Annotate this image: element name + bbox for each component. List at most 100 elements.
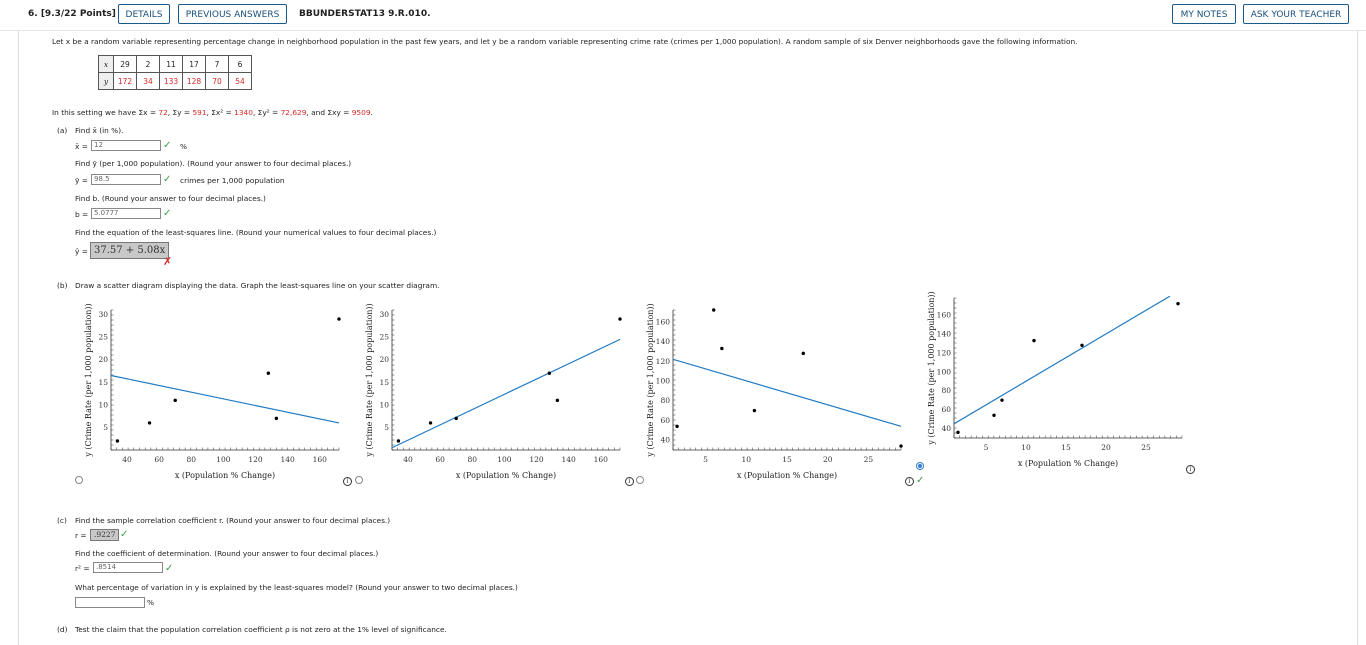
data-point (1000, 398, 1004, 402)
yhat-input[interactable]: 37.57 + 5.08x (90, 242, 170, 259)
x-tick-label: 15 (1061, 443, 1071, 452)
x-tick-label: 10 (742, 455, 752, 464)
y-tick-label: 40 (660, 436, 670, 445)
data-point (428, 421, 433, 425)
sum-xy-label: , and Σxy = (306, 108, 352, 117)
plot-option-3-radio[interactable] (636, 476, 644, 484)
ask-teacher-button[interactable]: ASK YOUR TEACHER (1243, 4, 1349, 24)
data-point (1032, 338, 1036, 343)
scatter-plot-option-4: 5 10 15 20 25 40 60 80 100 120 140 160 x (Population… (927, 291, 1183, 468)
data-point (720, 346, 724, 351)
r-input[interactable]: .9227 (90, 529, 120, 541)
x-tick-label: 100 (216, 455, 231, 464)
part-c-label: (c) (57, 516, 67, 525)
sum-y2-label: , Σy² = (252, 108, 281, 117)
sum-y-value: 591 (192, 108, 207, 117)
x-tick-label: 20 (823, 455, 833, 464)
data-point (618, 317, 622, 321)
scatter-plot-option-2: 40 60 80 100 120 140 160 5 10 15 20 25 30 x (Populati… (365, 303, 622, 480)
x-bar-input[interactable]: 12 (91, 140, 161, 151)
data-point (956, 430, 960, 435)
data-point (147, 421, 152, 425)
info-icon[interactable]: i (905, 477, 914, 486)
question-code: BBUNDERSTAT13 9.R.010. (299, 9, 431, 19)
info-icon[interactable]: i (1186, 465, 1195, 474)
x-tick-label: 20 (1101, 443, 1111, 452)
x-tick-label: 160 (313, 455, 328, 464)
table-header-x: x (98, 55, 114, 73)
y-tick-label: 120 (937, 348, 952, 357)
question-number: 6. [9.3/22 Points] (28, 9, 116, 19)
data-point (274, 416, 279, 421)
table-cell: 172 (113, 72, 137, 90)
x-tick-label: 10 (1021, 443, 1031, 452)
table-row-y: y 172 34 133 128 70 54 (98, 72, 252, 90)
plot-option-1-radio[interactable] (75, 476, 83, 484)
part-a-q1: Find x̄ (in %). (75, 126, 124, 135)
percentage-input[interactable] (75, 597, 145, 608)
part-c-q3: What percentage of variation in y is exp… (75, 583, 518, 592)
my-notes-button[interactable]: MY NOTES (1172, 4, 1236, 24)
plot-option-4-radio[interactable] (916, 462, 924, 470)
x-tick-label: 25 (1141, 443, 1151, 452)
y-tick-label: 160 (937, 311, 952, 320)
table-header-y: y (98, 72, 114, 90)
y-bar-input[interactable]: 98.5 (91, 174, 161, 185)
y-tick-label: 10 (98, 400, 108, 409)
table-cell: 2 (136, 55, 160, 73)
part-b-label: (b) (57, 281, 68, 290)
info-icon[interactable]: i (625, 477, 634, 486)
least-squares-line (954, 296, 1171, 425)
y-tick-label: 100 (656, 376, 671, 385)
data-point (752, 408, 757, 413)
check-icon: ✓ (916, 475, 925, 486)
plot-option-2-radio[interactable] (355, 476, 363, 484)
percentage-unit: % (147, 598, 155, 607)
question-header: 6. [9.3/22 Points] DETAILS PREVIOUS ANSW… (0, 0, 1366, 31)
table-cell: 54 (228, 72, 252, 90)
r2-input[interactable]: .8514 (93, 562, 163, 573)
x-tick-label: 60 (435, 455, 445, 464)
y-bar-label: ȳ = (75, 176, 88, 185)
x-axis-label: x (Population % Change) (737, 471, 837, 480)
data-point (555, 398, 560, 403)
sums-suffix: . (370, 108, 373, 117)
y-tick-label: 20 (379, 355, 389, 364)
sum-xy-value: 9509 (351, 108, 371, 117)
part-a-label: (a) (57, 126, 68, 135)
part-a-q3: Find b. (Round your answer to four decim… (75, 194, 266, 203)
x-axis-label: x (Population % Change) (1018, 459, 1118, 468)
x-axis-label: x (Population % Change) (456, 471, 556, 480)
part-d-question: Test the claim that the population corre… (75, 625, 447, 634)
y-tick-label: 30 (98, 310, 108, 319)
cross-icon: ✗ (163, 255, 173, 268)
y-tick-label: 20 (98, 355, 108, 364)
details-button[interactable]: DETAILS (118, 4, 170, 24)
x-tick-label: 25 (864, 455, 874, 464)
check-icon: ✓ (163, 174, 172, 185)
part-b-question: Draw a scatter diagram displaying the da… (75, 281, 440, 290)
table-cell: 6 (228, 55, 252, 73)
x-tick-label: 80 (187, 455, 197, 464)
check-icon: ✓ (165, 563, 174, 574)
b-input[interactable]: 5.0777 (91, 208, 161, 219)
x-tick-label: 80 (468, 455, 478, 464)
x-tick-label: 15 (782, 455, 792, 464)
table-cell: 17 (182, 55, 206, 73)
question-panel (18, 31, 1358, 645)
data-point (266, 371, 271, 375)
data-point (115, 439, 120, 443)
sums-prefix: In this setting we have (52, 108, 139, 117)
x-tick-label: 100 (497, 455, 512, 464)
info-icon[interactable]: i (343, 477, 352, 486)
x-tick-label: 5 (984, 443, 989, 452)
data-point (675, 424, 679, 429)
table-cell: 11 (159, 55, 183, 73)
data-point (712, 308, 716, 312)
previous-answers-button[interactable]: PREVIOUS ANSWERS (178, 4, 287, 24)
x-tick-label: 160 (594, 455, 609, 464)
data-point (396, 439, 401, 443)
y-tick-label: 10 (379, 400, 389, 409)
data-point (899, 444, 903, 448)
least-squares-line (392, 338, 621, 449)
